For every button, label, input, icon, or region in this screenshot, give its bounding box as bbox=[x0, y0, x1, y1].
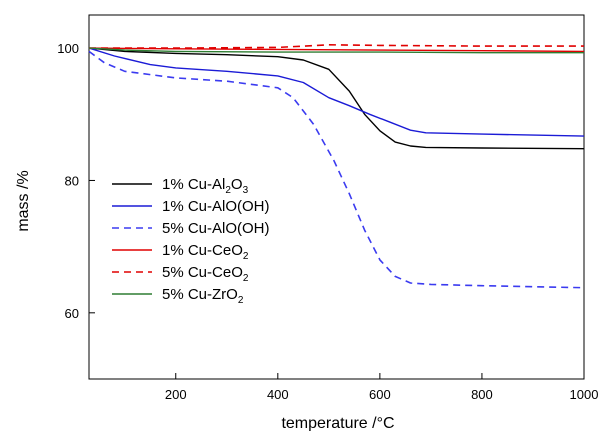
legend-label-3: 5% Cu-AlO(OH) bbox=[162, 220, 270, 237]
series-line-6 bbox=[88, 47, 584, 54]
legend-label-4: 1% Cu-CeO2 bbox=[162, 242, 249, 262]
plot-frame bbox=[88, 14, 585, 380]
y-tick-label: 100 bbox=[57, 41, 79, 56]
legend-label-1: 1% Cu-Al2O3 bbox=[162, 176, 249, 196]
x-tick-label: 1000 bbox=[570, 387, 599, 402]
axis-ticks: 200 400 600 800 1000 60 80 100 bbox=[57, 41, 598, 402]
series-lines bbox=[88, 44, 585, 289]
legend: 1% Cu-Al2O3 1% Cu-AlO(OH) 5% Cu-AlO(OH) 1% … bbox=[112, 176, 270, 306]
x-tick-label: 800 bbox=[471, 387, 493, 402]
y-tick-label: 60 bbox=[65, 306, 79, 321]
legend-label-2: 1% Cu-AlO(OH) bbox=[162, 198, 270, 215]
series-line-1 bbox=[88, 47, 585, 150]
x-tick-label: 200 bbox=[165, 387, 187, 402]
x-tick-label: 600 bbox=[369, 387, 391, 402]
series-line-2 bbox=[88, 47, 585, 137]
series-line-5 bbox=[89, 44, 584, 49]
legend-label-6: 5% Cu-ZrO2 bbox=[162, 286, 244, 306]
y-axis-label: mass /% bbox=[15, 170, 32, 231]
legend-label-5: 5% Cu-CeO2 bbox=[162, 264, 249, 284]
series-line-3 bbox=[88, 50, 585, 289]
y-tick-label: 80 bbox=[65, 173, 79, 188]
x-tick-label: 400 bbox=[267, 387, 289, 402]
x-axis-label: temperature /°C bbox=[281, 415, 394, 431]
